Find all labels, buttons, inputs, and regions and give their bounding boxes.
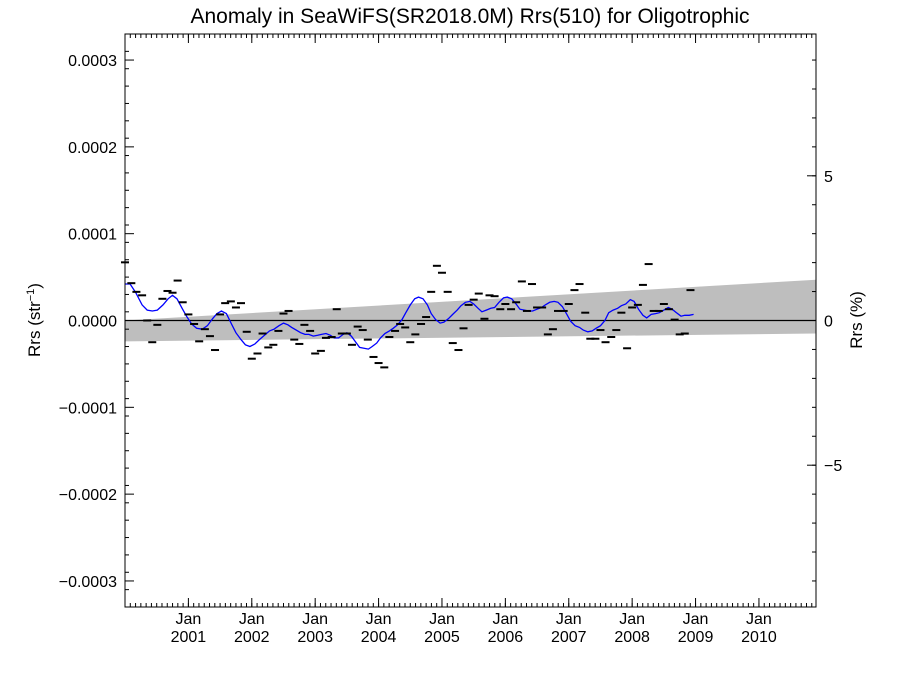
x-tick-year: 2007 <box>551 629 587 646</box>
y-axis-label-sup: −1 <box>25 289 37 302</box>
y2-tick-label: 0 <box>824 314 833 331</box>
x-tick-month: Jan <box>366 611 392 628</box>
y-tick-label: −0.0003 <box>59 574 117 591</box>
x-tick-year: 2005 <box>424 629 460 646</box>
x-tick-month: Jan <box>683 611 709 628</box>
x-tick-year: 2003 <box>297 629 333 646</box>
x-tick-year: 2008 <box>614 629 650 646</box>
smoothed-series-line <box>125 283 694 350</box>
x-tick-month: Jan <box>492 611 518 628</box>
y2-axis-label: Rrs (%) <box>847 291 866 349</box>
y-axis-label: Rrs (str−1) <box>25 283 44 357</box>
x-tick-year: 2002 <box>234 629 270 646</box>
x-tick-month: Jan <box>746 611 772 628</box>
smoothed-series-layer <box>125 283 694 350</box>
x-tick-month: Jan <box>556 611 582 628</box>
y-tick-label: 0.0000 <box>68 314 117 331</box>
uncertainty-band-layer <box>125 279 816 342</box>
y-tick-label: 0.0001 <box>68 227 117 244</box>
x-tick-month: Jan <box>239 611 265 628</box>
y-axis-ticks: 0.0003 0.0002 0.0001 0.0000 −0.0001 −0.0002 −0… <box>59 33 134 608</box>
x-tick-month: Jan <box>619 611 645 628</box>
y-tick-label: 0.0003 <box>68 53 117 70</box>
y-tick-label: 0.0002 <box>68 140 117 157</box>
x-tick-month: Jan <box>429 611 455 628</box>
y-axis-label-end: ) <box>25 283 44 289</box>
y2-tick-label: −5 <box>824 458 842 475</box>
x-tick-year: 2009 <box>678 629 714 646</box>
chart-title: Anomaly in SeaWiFS(SR2018.0M) Rrs(510) f… <box>190 5 749 28</box>
x-tick-year: 2010 <box>741 629 777 646</box>
y-axis-label-base: Rrs (str <box>25 301 44 357</box>
x-tick-year: 2006 <box>488 629 524 646</box>
uncertainty-band <box>125 279 816 342</box>
x-tick-year: 2001 <box>171 629 207 646</box>
y-tick-label: −0.0001 <box>59 400 117 417</box>
x-axis-ticks: Jan2001Jan2002Jan2003Jan2004Jan2005Jan20… <box>124 34 813 646</box>
y-tick-label: −0.0002 <box>59 487 117 504</box>
y2-axis-ticks: 5 0 −5 <box>807 59 842 582</box>
x-tick-year: 2004 <box>361 629 397 646</box>
x-tick-month: Jan <box>302 611 328 628</box>
monthly-series-layer <box>121 261 695 369</box>
y2-tick-label: 5 <box>824 169 833 186</box>
x-tick-month: Jan <box>175 611 201 628</box>
